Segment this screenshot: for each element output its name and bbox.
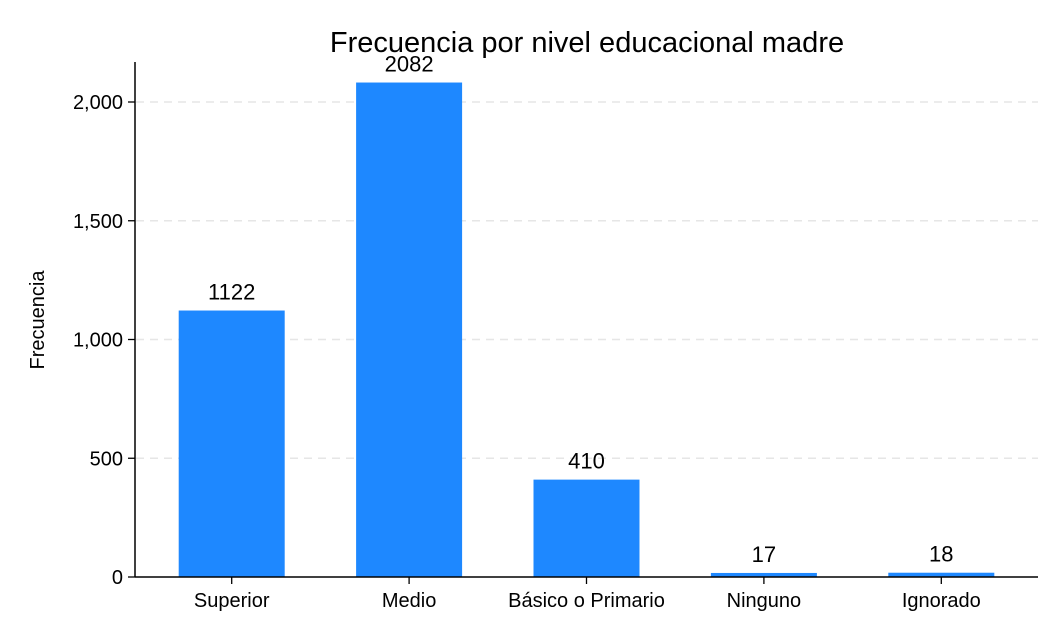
y-ticks: 0 500 1,000 1,500 2,000 (73, 92, 135, 589)
x-tick-label: Medio (382, 590, 436, 612)
y-tick-label: 500 (90, 448, 123, 470)
y-tick-label: 1,000 (73, 330, 123, 352)
x-ticks: Superior Medio Básico o Primario Ninguno Ign… (194, 577, 981, 612)
chart-title: Frecuencia por nivel educacional madre (330, 27, 844, 59)
bars (178, 82, 995, 578)
gridlines (136, 101, 1038, 459)
data-labels: 1122 2082 410 17 18 (208, 52, 953, 567)
y-tick-label: 1,500 (73, 211, 123, 233)
data-label: 2082 (385, 52, 434, 77)
y-tick-label: 2,000 (73, 92, 123, 114)
y-axis-label: Frecuencia (27, 270, 49, 370)
x-tick-label: Ninguno (727, 590, 802, 612)
x-tick-label: Superior (194, 590, 270, 612)
bar (888, 572, 995, 577)
data-label: 17 (752, 542, 776, 567)
y-tick-label: 0 (112, 567, 123, 589)
x-tick-label: Ignorado (902, 590, 981, 612)
x-tick-label: Básico o Primario (508, 590, 665, 612)
bar (710, 572, 817, 577)
bar (356, 82, 463, 578)
data-label: 1122 (208, 280, 255, 305)
data-label: 410 (568, 449, 605, 474)
bar (533, 479, 640, 577)
data-label: 18 (929, 542, 953, 567)
bar (178, 310, 285, 577)
